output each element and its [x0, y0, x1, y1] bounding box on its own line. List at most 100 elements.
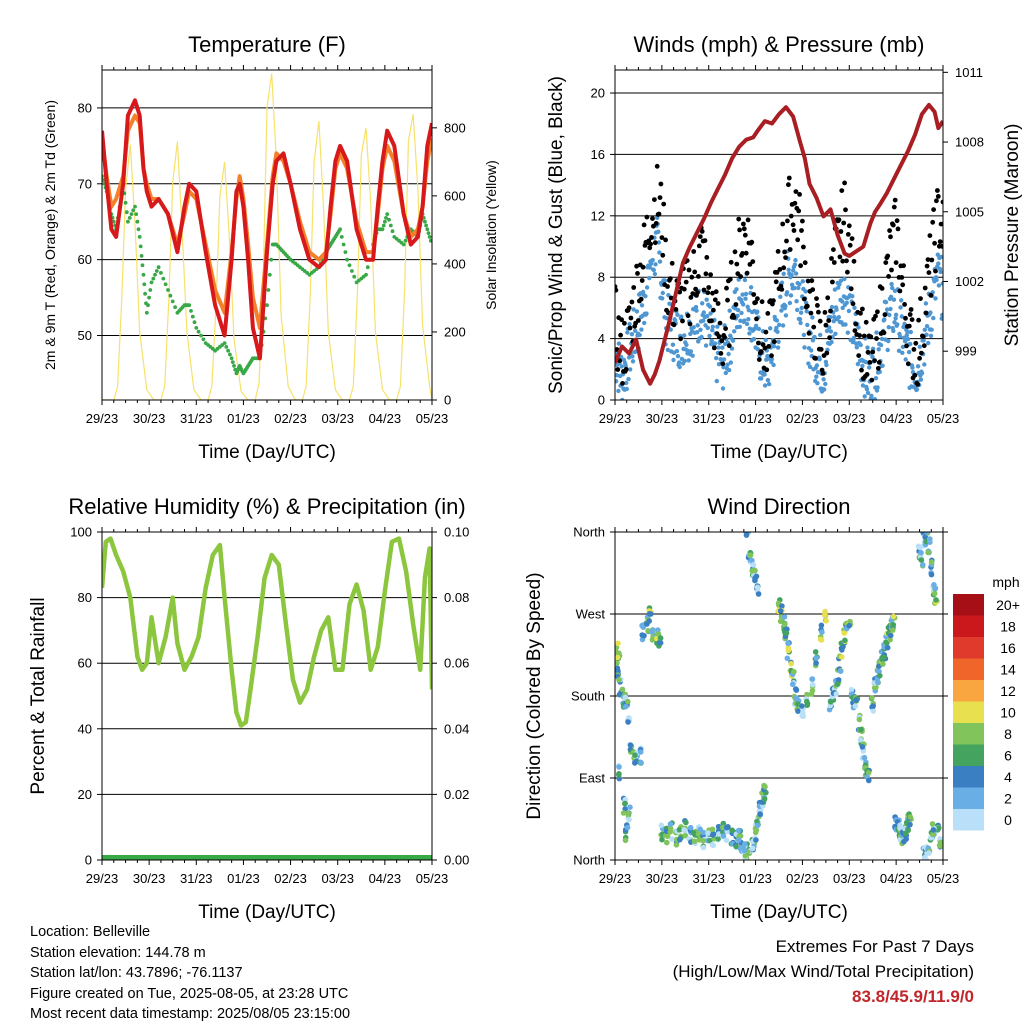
direction-point: [616, 772, 622, 778]
gust-point: [715, 301, 721, 306]
chart-title: Winds (mph) & Pressure (mb): [634, 32, 925, 57]
gust-point: [872, 358, 877, 363]
direction-point: [819, 629, 825, 635]
direction-point: [700, 829, 707, 836]
gust-point: [723, 326, 728, 331]
direction-point: [881, 654, 887, 661]
gust-point: [692, 269, 698, 275]
gust-point: [930, 219, 936, 225]
plot-area: [615, 102, 943, 400]
gust-point: [924, 263, 930, 269]
direction-point: [880, 661, 886, 667]
gust-point: [894, 218, 900, 224]
direction-point: [856, 716, 863, 723]
x-axis-label: Time (Day/UTC): [710, 442, 848, 463]
direction-point: [724, 824, 730, 831]
direction-point: [749, 845, 756, 852]
gust-point: [781, 265, 787, 271]
direction-point: [747, 552, 754, 558]
direction-point: [616, 764, 622, 770]
direction-point: [823, 618, 829, 624]
y-tick-label: 12: [591, 208, 605, 223]
gust-point: [687, 321, 693, 327]
dewpoint-point: [341, 242, 346, 247]
direction-point: [822, 612, 828, 618]
direction-point: [762, 783, 768, 790]
direction-point: [641, 632, 647, 639]
wind-point: [938, 269, 943, 275]
gust-point: [810, 287, 816, 292]
y-tick-label: 20: [591, 86, 605, 101]
gust-point: [897, 288, 903, 294]
wind-point: [746, 317, 751, 322]
wind-point: [797, 317, 803, 322]
direction-point: [676, 827, 683, 833]
gust-point: [816, 309, 821, 315]
location-text: Location: Belleville: [30, 924, 151, 940]
x-axis-label: Time (Day/UTC): [198, 442, 336, 463]
gust-point: [797, 192, 802, 197]
wind-point: [710, 324, 715, 329]
gust-point: [618, 332, 623, 338]
direction-point: [705, 830, 711, 836]
panel-1: 29/23 30/23 31/23 01/23 02/23 03/23 04/23 05/23…: [42, 32, 499, 463]
gust-point: [831, 260, 837, 265]
wind-point: [726, 351, 731, 357]
direction-point: [809, 681, 816, 688]
wind-point: [834, 307, 839, 312]
wind-point: [895, 322, 900, 327]
wind-point: [887, 312, 892, 318]
x-tick-label: 05/23: [927, 871, 960, 886]
gust-point: [713, 289, 719, 295]
direction-point: [625, 698, 631, 705]
gust-point: [717, 320, 723, 326]
wind-point: [694, 308, 699, 313]
wind-point: [809, 348, 814, 353]
gust-point: [650, 216, 655, 221]
wind-point: [885, 347, 890, 353]
wind-point: [874, 330, 879, 335]
gust-point: [678, 336, 683, 342]
direction-point: [793, 695, 800, 701]
direction-point: [616, 677, 622, 683]
gust-point: [636, 318, 641, 323]
wind-point: [693, 304, 699, 310]
direction-point: [615, 654, 621, 661]
wind-point: [774, 318, 780, 323]
gust-point: [742, 232, 748, 238]
wind-point: [718, 357, 723, 362]
wind-point: [852, 305, 857, 310]
gust-point: [815, 303, 820, 308]
wind-point: [643, 294, 648, 299]
wind-point: [879, 336, 885, 342]
wind-point: [921, 338, 926, 343]
gust-point: [628, 315, 634, 321]
gust-point: [828, 308, 833, 314]
wind-point: [775, 329, 780, 334]
wind-point: [924, 324, 930, 329]
wind-point: [923, 301, 929, 306]
gust-point: [681, 286, 687, 292]
wind-point: [801, 332, 807, 338]
y2-tick-label: 999: [955, 344, 977, 359]
gust-point: [774, 270, 780, 275]
x-tick-label: 02/23: [274, 411, 307, 426]
gust-point: [836, 217, 842, 223]
wind-point: [908, 329, 913, 335]
dewpoint-point: [126, 219, 130, 224]
gust-point: [826, 318, 832, 323]
x-tick-label: 31/23: [180, 871, 213, 886]
gust-point: [893, 260, 899, 265]
y-tick-label: West: [576, 607, 606, 622]
wind-point: [815, 370, 821, 375]
wind-point: [778, 294, 783, 299]
wind-point: [928, 310, 933, 315]
wind-point: [840, 299, 845, 304]
station-info: Location: Belleville Station elevation: …: [30, 922, 350, 1025]
direction-point: [761, 796, 768, 802]
x-tick-label: 05/23: [416, 871, 449, 886]
speed-legend: mph 20+ 18 16 14 12 10 8 6 4 2 0: [953, 574, 1020, 831]
legend-label: 16: [1000, 640, 1016, 656]
direction-point: [799, 703, 805, 709]
gust-point: [795, 237, 801, 243]
